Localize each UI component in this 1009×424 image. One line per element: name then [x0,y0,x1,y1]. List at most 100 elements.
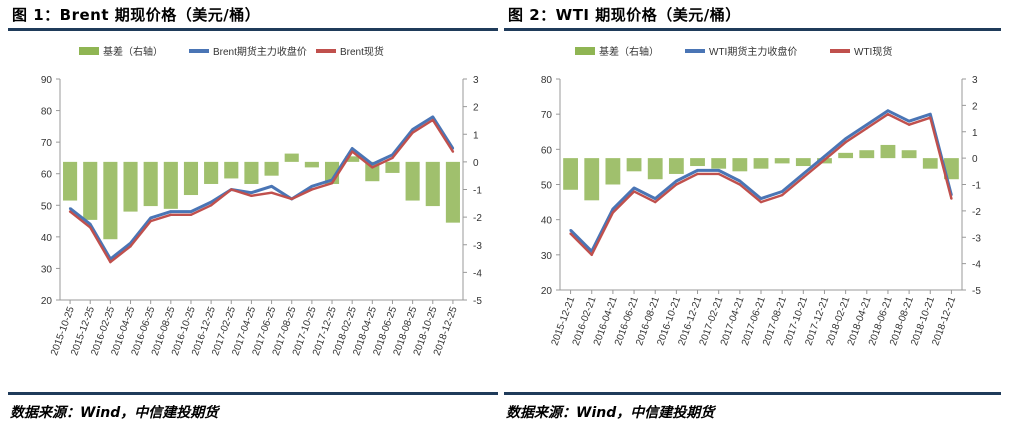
futures-point [189,210,193,213]
spot-point [290,197,293,201]
basis-bar [880,144,896,159]
futures-point [371,163,374,166]
basis-bar [605,158,621,185]
basis-bar [753,158,769,169]
y-tick-label-right: -1 [473,186,482,197]
futures-point [844,137,847,140]
y-tick-label-left: 50 [41,201,53,212]
y-tick-label-left: 80 [541,75,553,86]
spot-point [611,211,615,214]
spot-point [350,150,354,153]
spot-point [209,204,213,207]
y-tick-label-left: 70 [541,110,553,121]
spot-point [109,260,112,264]
basis-bar [264,161,279,176]
y-tick-label-right: -1 [972,181,981,192]
y-tick-label-left: 20 [41,296,53,307]
y-tick-label-left: 90 [41,75,53,86]
futures-point [780,190,784,193]
futures-point [149,216,152,220]
y-tick-label-left: 60 [541,145,553,156]
basis-bar [584,158,600,201]
futures-point [411,128,414,131]
basis-bar [668,158,684,174]
y-tick-label-right: -2 [972,207,981,218]
y-tick-label-left: 40 [541,216,553,227]
futures-point [696,169,699,172]
basis-bar [304,161,319,168]
y-tick-label-left: 60 [41,170,53,181]
wti-chart: 基差（右轴） WTI期货主力收盘价 WTI现货20304050607080-5-4-… [541,45,981,347]
y-tick-label-right: -5 [473,296,482,307]
spot-price-line [69,118,454,264]
spot-point [569,232,572,235]
spot-point [189,213,193,216]
spot-point [270,191,273,194]
y-tick-label-right: -4 [972,260,981,271]
spot-point [391,156,394,160]
basis-bar [244,161,259,184]
basis-bar [183,161,199,196]
basis-bar [859,150,875,159]
wti-bottom-rule [504,392,1001,395]
futures-point [270,185,273,188]
spot-point [330,181,334,185]
futures-point [169,210,173,213]
basis-bar [63,161,78,201]
basis-bar [732,158,748,172]
wti-top-rule [504,28,1001,31]
spot-point [230,188,233,191]
basis-bar [445,161,460,223]
futures-point [89,223,92,226]
basis-bar [385,161,400,173]
spot-point [802,176,805,179]
spot-point [717,172,720,176]
spot-point [738,183,742,186]
legend-label: Brent现货 [340,45,384,58]
futures-point [907,120,911,123]
brent-source: 数据来源：Wind，中信建投期货 [10,405,219,421]
spot-point [654,200,657,204]
y-tick-label-right: -3 [473,241,482,252]
futures-point [929,112,932,116]
legend-swatch-basis [79,47,99,55]
spot-point [250,194,253,198]
spot-point [696,172,699,176]
y-tick-label-left: 80 [41,107,53,118]
y-tick-label-right: 2 [473,103,479,114]
basis-bar [83,161,98,220]
y-tick-label-right: 1 [473,130,479,141]
legend-label: WTI现货 [854,45,892,58]
basis-bar [405,161,420,201]
basis-bar [425,161,440,207]
futures-point [865,123,868,126]
futures-point [310,185,314,188]
y-tick-label-right: -2 [473,213,482,224]
spot-point [632,190,636,193]
y-tick-label-right: 0 [473,158,479,169]
brent-figure-title: 图 1：Brent 期现价格（美元/桶） [12,6,261,24]
brent-bottom-rule [8,392,498,395]
futures-point [632,186,636,190]
basis-bar [123,161,138,212]
spot-point [411,131,414,134]
basis-bar [774,158,790,164]
legend-label: WTI期货主力收盘价 [709,45,797,58]
spot-point [907,123,911,126]
futures-point [68,207,72,210]
y-tick-label-left: 40 [41,233,53,244]
spot-point [950,197,953,200]
spot-point [371,166,374,169]
spot-point [68,210,72,213]
y-tick-label-left: 30 [41,264,53,275]
spot-point [310,188,314,191]
y-tick-label-right: -5 [972,286,981,297]
basis-bar [711,158,727,169]
futures-point [802,172,805,176]
spot-point [169,213,173,216]
wti-source: 数据来源：Wind，中信建投期货 [506,405,715,421]
spot-point [929,116,932,119]
spot-point [865,127,868,130]
y-tick-label-right: 1 [972,128,978,139]
spot-point [89,226,92,229]
